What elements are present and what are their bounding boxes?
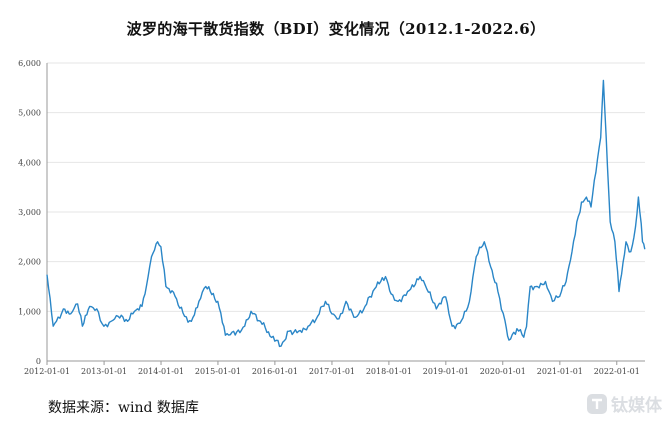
bdi-series-line — [46, 79, 646, 348]
x-tick-label: 2019-01-01 — [423, 367, 469, 376]
y-tick-label: 5,000 — [18, 109, 41, 118]
y-tick-label: 6,000 — [18, 59, 41, 68]
chart-title: 波罗的海干散货指数（BDI）变化情况（2012.1-2022.6） — [126, 20, 546, 38]
x-tick-label: 2015-01-01 — [195, 367, 241, 376]
tmt-logo-icon — [587, 393, 607, 414]
y-tick-label: 3,000 — [18, 208, 41, 217]
grid-lines — [47, 62, 645, 312]
watermark-text: 钛媒体 — [611, 396, 662, 416]
series-group — [46, 79, 646, 348]
x-tick-label: 2016-01-01 — [252, 367, 298, 376]
plot-frame — [46, 63, 645, 362]
x-tick-label: 2017-01-01 — [309, 367, 355, 376]
x-axis: 2012-01-01 2013-01-01 2014-01-01 2015-01-01… — [24, 361, 640, 376]
x-tick-label: 2018-01-01 — [366, 367, 412, 376]
x-tick-label: 2022-01-01 — [594, 367, 640, 376]
x-tick-label: 2020-01-01 — [480, 367, 526, 376]
watermark: 钛媒体 — [587, 391, 662, 416]
y-tick-label: 1,000 — [18, 307, 41, 316]
y-tick-label: 2,000 — [18, 258, 41, 267]
x-tick-label: 2021-01-01 — [537, 367, 583, 376]
y-tick-label: 4,000 — [18, 158, 41, 167]
y-axis: 0 1,000 2,000 3,000 4,000 5,000 6,000 — [18, 59, 41, 366]
y-tick-label: 0 — [36, 357, 41, 366]
x-tick-label: 2013-01-01 — [81, 367, 127, 376]
x-tick-label: 2014-01-01 — [138, 367, 184, 376]
x-tick-label: 2012-01-01 — [24, 367, 70, 376]
data-source-note: 数据来源：wind 数据库 — [48, 400, 199, 416]
